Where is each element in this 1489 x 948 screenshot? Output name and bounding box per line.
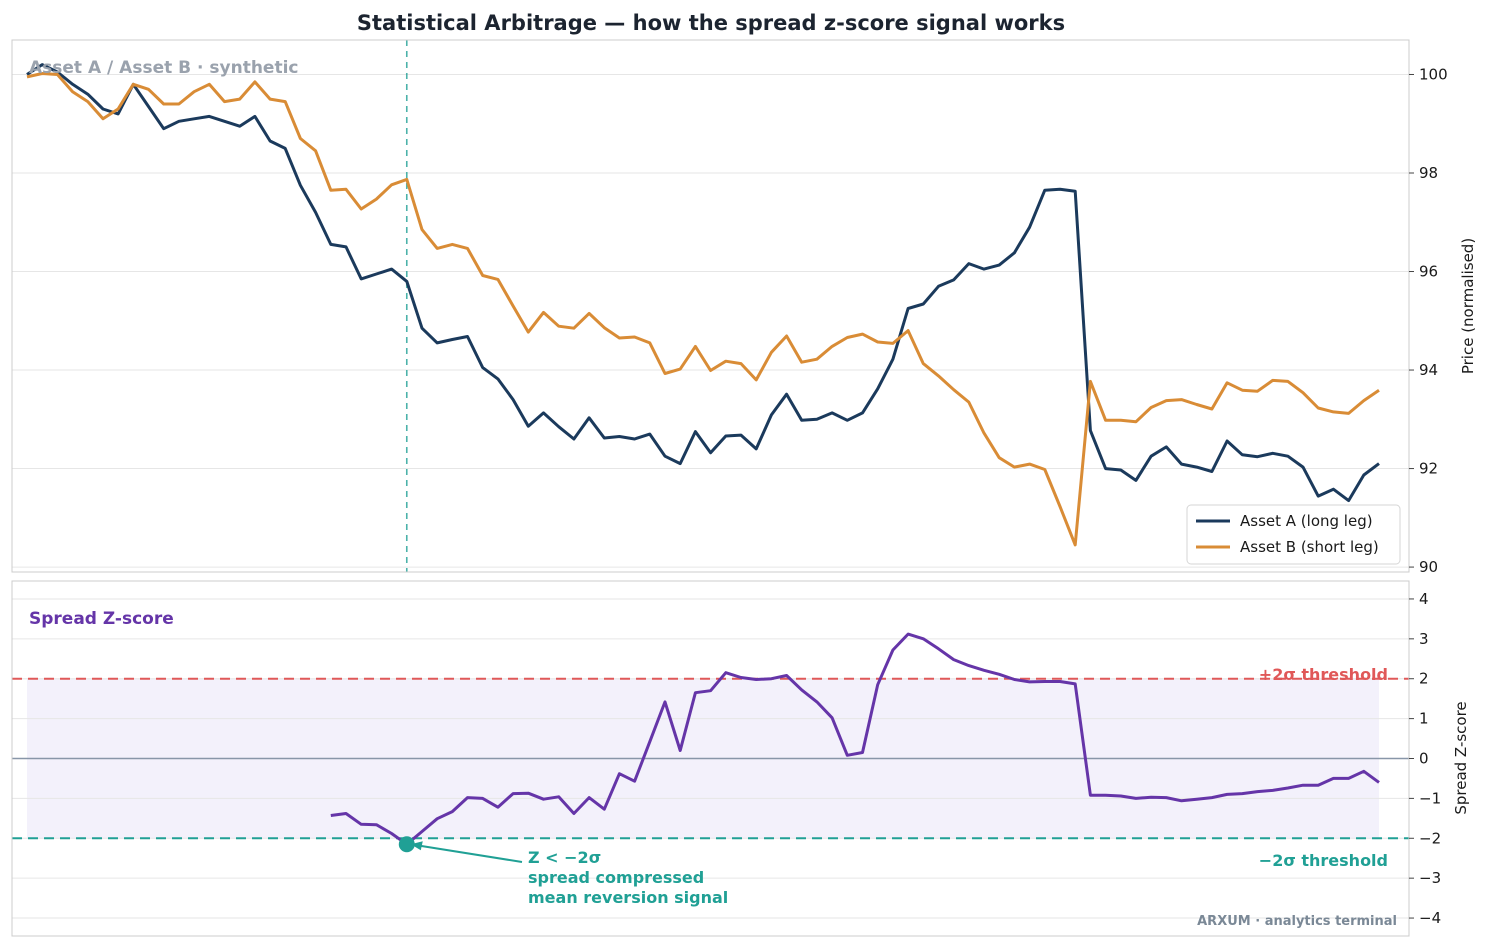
price-series — [26, 63, 1380, 547]
price-axis-label: Price (normalised) — [1459, 238, 1477, 374]
zscore-tick-label: 4 — [1419, 590, 1429, 608]
zscore-tick-label: 3 — [1419, 630, 1429, 648]
price-tick-label: 94 — [1419, 361, 1438, 379]
zscore-panel-label: Spread Z-score — [29, 609, 174, 629]
annotation-arrow-shaft — [416, 844, 523, 863]
price-tick-label: 92 — [1419, 460, 1438, 478]
lower-threshold-label: −2σ threshold — [1259, 851, 1388, 870]
price-tick-label: 90 — [1419, 558, 1438, 576]
zscore-series — [330, 632, 1380, 846]
annotation-arrow-head — [410, 841, 423, 851]
zscore-tick-label: −2 — [1419, 829, 1441, 847]
zscore-tick-label: −1 — [1419, 789, 1441, 807]
zscore-tick-label: 0 — [1419, 750, 1429, 768]
price-panel-frame — [11, 39, 1410, 573]
annotation-text-line: Z < −2σ — [528, 848, 601, 867]
signal-point — [398, 836, 415, 853]
asset-a-line — [26, 63, 1380, 503]
price-panel-label: Asset A / Asset B · synthetic — [29, 58, 299, 78]
price-legend: Asset A (long leg) Asset B (short leg) — [1186, 504, 1401, 565]
price-axis-ticks: 90 92 94 96 98 100 — [1409, 65, 1448, 576]
annotation-text-line: spread compressed — [528, 868, 704, 887]
asset-b-line — [26, 72, 1380, 547]
price-gridlines — [12, 73, 1409, 568]
zscore-tick-label: −4 — [1419, 909, 1441, 927]
legend-label-asset-b: Asset B (short leg) — [1240, 538, 1379, 556]
price-tick-label: 96 — [1419, 263, 1438, 281]
upper-threshold-label: +2σ threshold — [1259, 665, 1388, 684]
zscore-axis-ticks: −4 −3 −2 −1 0 1 2 3 4 — [1409, 590, 1441, 927]
zscore-tick-label: 2 — [1419, 670, 1429, 688]
zscore-axis-label: Spread Z-score — [1452, 701, 1470, 814]
price-panel: 90 92 94 96 98 100 Price (normalised) Asset A… — [11, 39, 1477, 576]
price-tick-label: 100 — [1419, 65, 1448, 83]
legend-box — [1186, 504, 1401, 565]
chart-title: Statistical Arbitrage — how the spread z… — [357, 11, 1065, 35]
price-tick-label: 98 — [1419, 164, 1438, 182]
footer-brand: ARXUM · analytics terminal — [1197, 914, 1397, 929]
zscore-line — [330, 632, 1380, 846]
zscore-tick-label: 1 — [1419, 710, 1429, 728]
legend-label-asset-a: Asset A (long leg) — [1240, 512, 1373, 530]
zscore-tick-label: −3 — [1419, 869, 1441, 887]
annotation-text-line: mean reversion signal — [528, 888, 728, 907]
